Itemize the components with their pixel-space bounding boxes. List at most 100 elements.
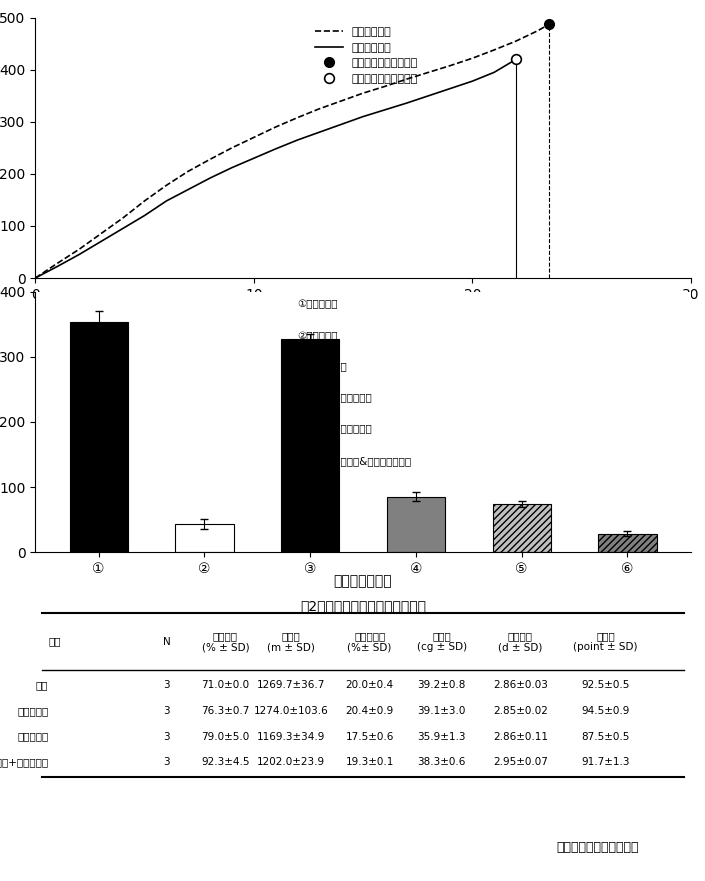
Text: 繭糸繊度
(d ± SD): 繭糸繊度 (d ± SD): [498, 631, 543, 653]
Text: 35.9±1.3: 35.9±1.3: [417, 731, 466, 742]
低温煮繭生糸: [512, 54, 520, 64]
Text: 20.0±0.4: 20.0±0.4: [345, 680, 393, 690]
Bar: [176, 524, 233, 552]
Text: 図１　生糸の応力-ひずみ曲線: 図１ 生糸の応力-ひずみ曲線: [306, 336, 420, 350]
Text: ③：①＋水処理: ③：①＋水処理: [298, 362, 348, 372]
低温煮繭生糸: [250, 153, 258, 164]
低温煮繭生糸: [446, 83, 455, 93]
Text: 2.86±0.03: 2.86±0.03: [493, 680, 548, 690]
普通煮繭生糸: [75, 244, 83, 255]
普通煮繭生糸: [359, 88, 367, 99]
Text: 87.5±0.5: 87.5±0.5: [582, 731, 630, 742]
低温煮繭生糸: [75, 249, 83, 260]
低温煮繭生糸: [424, 91, 433, 101]
Bar: [387, 497, 445, 552]
低温煮繭生糸: [381, 105, 389, 115]
普通煮繭生糸: [140, 196, 149, 206]
Text: 界面活性剤: 界面活性剤: [17, 706, 49, 715]
Text: 39.1±3.0: 39.1±3.0: [417, 706, 466, 715]
Text: 3: 3: [163, 680, 170, 690]
Text: 71.0±0.0: 71.0±0.0: [202, 680, 250, 690]
低温煮繭生糸: [271, 144, 280, 154]
X-axis label: 伸度（%）: 伸度（%）: [342, 307, 384, 321]
Text: 2.85±0.02: 2.85±0.02: [493, 706, 548, 715]
Text: 2.95±0.07: 2.95±0.07: [493, 758, 548, 767]
Bar: [70, 322, 128, 552]
Text: 3: 3: [163, 731, 170, 742]
Text: 92.3±4.5: 92.3±4.5: [201, 758, 250, 767]
Text: 19.3±0.1: 19.3±0.1: [345, 758, 394, 767]
Text: 繭糸長
(m ± SD): 繭糸長 (m ± SD): [267, 631, 315, 653]
Text: 17.5±0.6: 17.5±0.6: [345, 731, 394, 742]
Text: なし: なし: [36, 680, 49, 690]
普通煮繭生糸: [97, 228, 105, 239]
Text: 生糸量歩合
(%± SD): 生糸量歩合 (%± SD): [348, 631, 392, 653]
Bar: [599, 534, 656, 552]
Text: 94.5±0.9: 94.5±0.9: [582, 706, 630, 715]
低温煮繭生糸: [315, 127, 324, 137]
普通煮繭生糸: [184, 166, 192, 176]
普通煮繭生糸: [53, 258, 61, 269]
普通煮繭生糸: [403, 74, 411, 85]
Text: 38.3±0.6: 38.3±0.6: [417, 758, 466, 767]
Text: 2.86±0.11: 2.86±0.11: [493, 731, 548, 742]
普通煮繭生糸: [228, 143, 236, 153]
Text: 3: 3: [163, 758, 170, 767]
低温煮繭生糸: [53, 262, 61, 272]
Text: アルカリ剤: アルカリ剤: [17, 731, 49, 742]
Text: 1202.0±23.9: 1202.0±23.9: [257, 758, 325, 767]
普通煮繭生糸: [31, 273, 39, 284]
Text: （伊賀正年、中島健一）: （伊賀正年、中島健一）: [556, 841, 639, 855]
Text: 91.7±1.3: 91.7±1.3: [582, 758, 630, 767]
Text: 1269.7±36.7: 1269.7±36.7: [257, 680, 325, 690]
Legend: 普通煮繭生糸, 低温煮繭生糸, 普通煮繭生糸（平均）, 低温煮繭生糸（平均）: 普通煮繭生糸, 低温煮繭生糸, 普通煮繭生糸（平均）, 低温煮繭生糸（平均）: [311, 23, 422, 88]
Line: 低温煮繭生糸: 低温煮繭生糸: [35, 59, 516, 278]
低温煮繭生糸: [337, 119, 345, 130]
Bar: [281, 338, 339, 552]
Text: 解じょ率
(% ± SD): 解じょ率 (% ± SD): [202, 631, 249, 653]
普通煮繭生糸: [468, 53, 477, 63]
低温煮繭生糸: [468, 76, 477, 86]
Text: 繭糸量
(cg ± SD): 繭糸量 (cg ± SD): [417, 631, 467, 653]
Text: 界面活性剤+アルカリ剤: 界面活性剤+アルカリ剤: [0, 758, 49, 767]
Text: ④：①＋界面活性剤処理: ④：①＋界面活性剤処理: [298, 393, 372, 403]
Line: 普通煮繭生糸: 普通煮繭生糸: [35, 25, 548, 278]
普通煮繭生糸: [315, 103, 324, 114]
普通煮繭生糸: [424, 67, 433, 78]
普通煮繭生糸: [250, 132, 258, 143]
低温煮繭生糸: [184, 184, 192, 195]
Text: N: N: [163, 637, 170, 647]
Text: 図2　煮繭条件と生糸抱合の関係: 図2 煮繭条件と生糸抱合の関係: [300, 599, 426, 613]
Bar: [493, 504, 551, 552]
低温煮繭生糸: [162, 196, 171, 206]
Text: 処理: 処理: [49, 637, 61, 647]
Text: ⑤：①＋アルカリ剤処理: ⑤：①＋アルカリ剤処理: [298, 425, 372, 434]
Text: 小節点
(point ± SD): 小節点 (point ± SD): [573, 631, 638, 653]
普通煮繭生糸: [271, 122, 280, 132]
Text: 1274.0±103.6: 1274.0±103.6: [254, 706, 329, 715]
低温煮繭生糸: [118, 223, 127, 233]
低温煮繭生糸: [97, 236, 105, 247]
低温煮繭生糸: [403, 98, 411, 108]
普通煮繭生糸: [206, 154, 214, 165]
普通煮繭生糸: [544, 19, 553, 30]
低温煮繭生糸: [293, 135, 302, 145]
Text: ②：低温煮繭: ②：低温煮繭: [298, 330, 338, 341]
Text: 3: 3: [163, 706, 170, 715]
低温煮繭生糸: [359, 111, 367, 122]
Text: 39.2±0.8: 39.2±0.8: [417, 680, 466, 690]
普通煮繭生糸: [162, 180, 171, 190]
普通煮繭生糸: [381, 81, 389, 92]
Text: 92.5±0.5: 92.5±0.5: [582, 680, 630, 690]
普通煮繭生糸: [118, 213, 127, 224]
低温煮繭生糸: [140, 211, 149, 221]
低温煮繭生糸: [31, 273, 39, 284]
Text: 76.3±0.7: 76.3±0.7: [201, 706, 250, 715]
Text: 1169.3±34.9: 1169.3±34.9: [257, 731, 325, 742]
普通煮繭生糸: [490, 45, 498, 56]
普通煮繭生糸: [446, 60, 455, 70]
Text: 79.0±5.0: 79.0±5.0: [201, 731, 250, 742]
普通煮繭生糸: [337, 96, 345, 107]
普通煮繭生糸: [512, 36, 520, 47]
Text: ⑥：①＋界面活性剤&アルカリ剤処理: ⑥：①＋界面活性剤&アルカリ剤処理: [298, 455, 412, 466]
